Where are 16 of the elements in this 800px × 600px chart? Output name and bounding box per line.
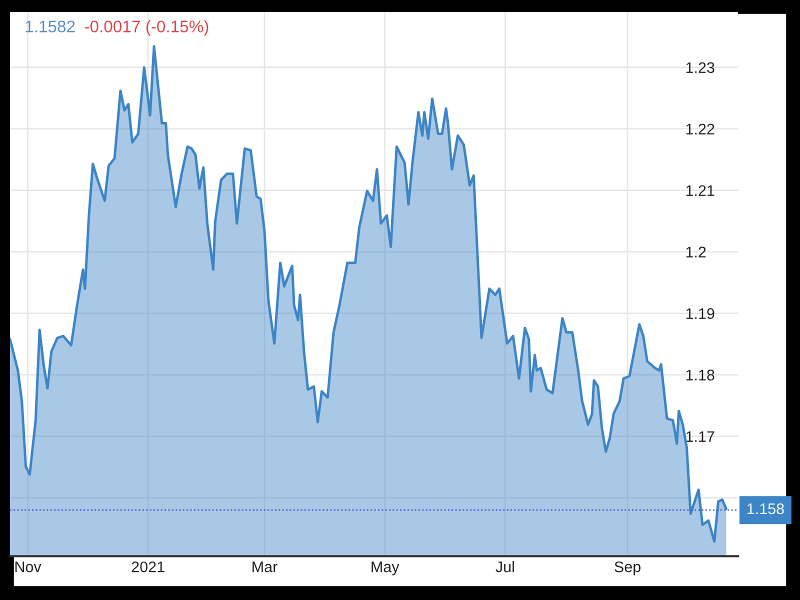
annotation: -0.0017 (-0.15%) <box>84 20 208 36</box>
y-tick-label: 1.21 <box>686 185 714 196</box>
ref-line-label: 1.158 <box>748 503 784 514</box>
y-tick-label: 1.19 <box>686 308 714 319</box>
y-tick-label: 1.23 <box>686 62 714 74</box>
y-tick-label: 1.22 <box>686 124 714 134</box>
y-tick-label: 1.17 <box>686 431 714 442</box>
x-tick-label: Nov <box>15 562 42 572</box>
x-tick-label: Mar <box>252 562 278 572</box>
y-tick-label: 1.2 <box>686 246 706 258</box>
y-tick-label: 1.18 <box>686 370 714 380</box>
annotation: 1.1582 <box>26 20 75 32</box>
x-tick-label: 2021 <box>132 561 164 572</box>
x-tick-label: Jul <box>496 561 514 572</box>
x-tick-label: May <box>372 562 400 576</box>
x-tick-label: Sep <box>614 561 640 576</box>
